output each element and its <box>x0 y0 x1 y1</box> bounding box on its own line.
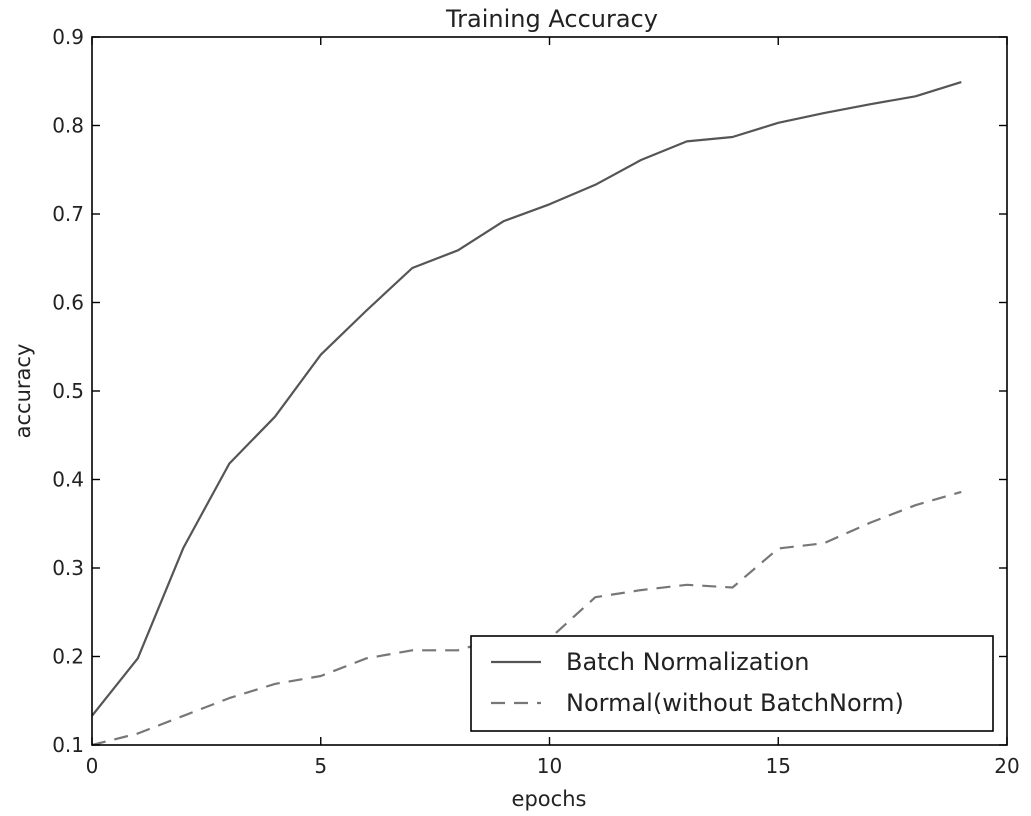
legend: Batch Normalization Normal(without BatchN… <box>470 635 994 732</box>
plot-area <box>91 81 962 747</box>
x-tick-label: 0 <box>86 754 99 778</box>
x-tick-label: 5 <box>314 754 327 778</box>
y-tick-label: 0.8 <box>52 114 84 138</box>
x-axis: 0 5 10 15 20 <box>86 37 1020 778</box>
x-tick-label: 10 <box>537 754 562 778</box>
series-line-batch-normalization <box>91 81 962 717</box>
legend-entry-label: Batch Normalization <box>566 648 809 676</box>
x-tick-label: 15 <box>766 754 791 778</box>
chart-title: Training Accuracy <box>445 5 658 33</box>
y-tick-label: 0.4 <box>52 468 84 492</box>
x-axis-label: epochs <box>512 787 587 811</box>
y-tick-label: 0.2 <box>52 645 84 669</box>
y-tick-label: 0.7 <box>52 202 84 226</box>
series-line-normal <box>91 490 962 747</box>
y-tick-label: 0.5 <box>52 379 84 403</box>
y-tick-label: 0.3 <box>52 556 84 580</box>
y-tick-label: 0.1 <box>52 733 84 757</box>
y-axis-label: accuracy <box>11 344 35 439</box>
legend-entry-label: Normal(without BatchNorm) <box>566 689 904 717</box>
x-tick-label: 20 <box>994 754 1019 778</box>
y-axis: 0.1 0.2 0.3 0.4 0.5 0.6 0.7 0.8 0.9 <box>52 25 1007 757</box>
legend-box <box>470 635 994 732</box>
y-tick-label: 0.6 <box>52 291 84 315</box>
y-tick-label: 0.9 <box>52 25 84 49</box>
